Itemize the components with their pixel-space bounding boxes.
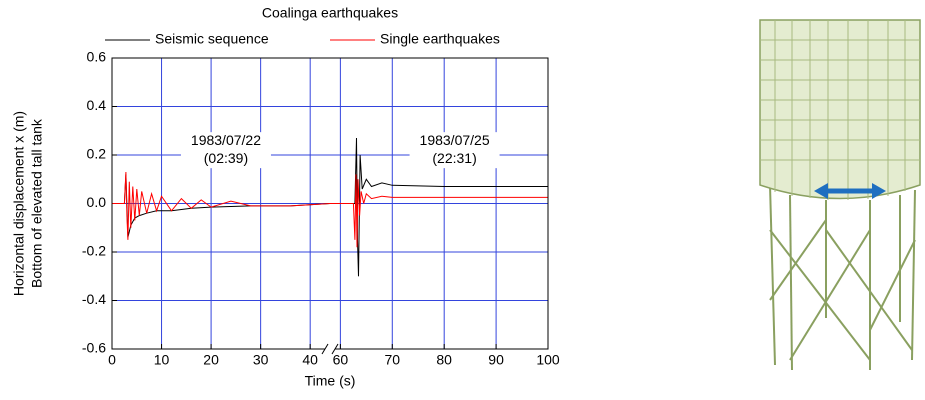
x-tick-label: 0: [108, 352, 116, 368]
y-tick-label: 0.4: [87, 97, 107, 113]
x-tick-label: 10: [154, 352, 170, 368]
y-tick-label: -0.2: [82, 243, 106, 259]
x-tick-label: 80: [436, 352, 452, 368]
x-axis-label: Time (s): [305, 373, 356, 389]
annotation: (02:39): [204, 150, 248, 166]
x-tick-label: 30: [253, 352, 269, 368]
figure: Coalinga earthquakes -0.6 -0.4 -0.2 0.0 0.2 0.…: [0, 0, 925, 395]
tank-illustration: [760, 20, 920, 370]
y-axis-label: Bottom of elevated tall tank: [29, 118, 45, 288]
y-tick-label: -0.6: [82, 340, 106, 356]
chart-title: Coalinga earthquakes: [262, 5, 398, 21]
x-tick-label: 90: [488, 352, 504, 368]
annotation: 1983/07/22: [191, 132, 261, 148]
x-tick-label: 20: [203, 352, 219, 368]
x-tick-label: 60: [333, 352, 349, 368]
y-axis-label: Horizontal displacement x (m): [11, 111, 27, 296]
y-tick-label: 0.0: [87, 194, 107, 210]
y-tick-label: 0.6: [87, 49, 107, 65]
y-tick-label: -0.4: [82, 291, 106, 307]
x-tick-label: 100: [536, 352, 560, 368]
annotation: (22:31): [432, 150, 476, 166]
x-tick-label: 70: [384, 352, 400, 368]
x-tick-label: 40: [302, 352, 318, 368]
legend-label: Single earthquakes: [380, 31, 500, 47]
annotation: 1983/07/25: [420, 132, 490, 148]
y-tick-label: 0.2: [87, 146, 107, 162]
legend-label: Seismic sequence: [155, 31, 269, 47]
